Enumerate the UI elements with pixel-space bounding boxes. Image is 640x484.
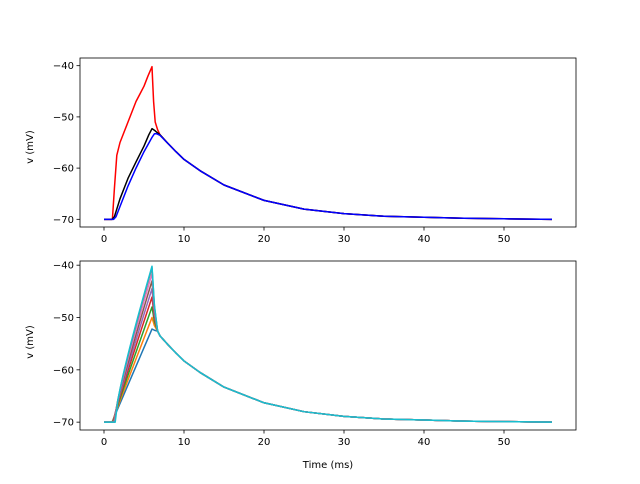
top-series-line-1 <box>104 65 553 221</box>
bottom-y-tick-label: −60 <box>53 365 74 376</box>
bottom-y-tick-label: −40 <box>53 261 74 272</box>
bottom-axes-frame <box>79 260 577 431</box>
bottom-x-tick-label: 0 <box>101 437 107 448</box>
top-y-tick-label: −70 <box>53 215 74 226</box>
top-axes-frame <box>79 57 577 228</box>
top-x-tick-label: 10 <box>178 234 191 245</box>
bottom-y-axis-label: v (mV) <box>25 325 36 359</box>
bottom-series-line-1 <box>104 328 553 423</box>
bottom-series-line-6 <box>104 280 553 423</box>
top-y-tick-label: −40 <box>53 61 74 72</box>
bottom-subplot: 0 10 20 30 40 50 −70 −60 −50 −40 v (mV) Time (ms) <box>25 260 577 471</box>
bottom-y-tick-label: −70 <box>53 418 74 429</box>
top-x-tick-label: 30 <box>338 234 351 245</box>
top-x-tick-label: 20 <box>258 234 271 245</box>
bottom-series-line-4 <box>104 296 553 423</box>
top-y-axis-label: v (mV) <box>25 130 36 164</box>
top-y-tick-label: −50 <box>53 112 74 123</box>
bottom-series-line-2 <box>104 316 553 423</box>
top-subplot: 0 10 20 30 40 50 −70 −60 −50 −40 v (mV) <box>25 57 577 245</box>
top-series-line-2 <box>104 127 553 221</box>
top-x-tick-label: 0 <box>101 234 107 245</box>
bottom-x-tick-label: 30 <box>338 437 351 448</box>
bottom-x-tick-label: 20 <box>258 437 271 448</box>
bottom-x-tick-label: 50 <box>498 437 511 448</box>
top-x-tick-label: 40 <box>418 234 431 245</box>
bottom-y-tick-label: −50 <box>53 313 74 324</box>
top-x-tick-label: 50 <box>498 234 511 245</box>
bottom-series-line-9 <box>104 265 553 423</box>
bottom-series-line-5 <box>104 287 553 423</box>
top-series-line-3 <box>104 133 553 221</box>
bottom-series-line-3 <box>104 306 553 423</box>
bottom-series-line-8 <box>104 267 553 423</box>
bottom-x-tick-label: 10 <box>178 437 191 448</box>
bottom-x-tick-label: 40 <box>418 437 431 448</box>
bottom-x-axis-label: Time (ms) <box>302 460 354 471</box>
top-y-tick-label: −60 <box>53 164 74 175</box>
